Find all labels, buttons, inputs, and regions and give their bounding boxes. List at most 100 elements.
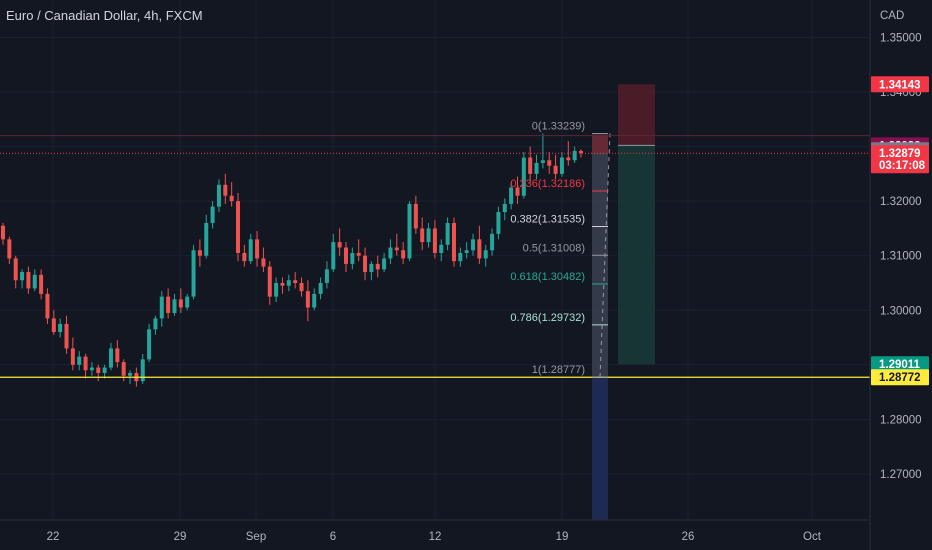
candle [1, 222, 5, 245]
candle [439, 239, 444, 262]
candle [159, 291, 164, 327]
candle [13, 255, 18, 289]
candle-body [115, 348, 120, 363]
candle [305, 280, 310, 322]
time-tick-label: 19 [556, 531, 569, 543]
candle-body [45, 293, 50, 319]
candle-body [305, 291, 310, 308]
candle-body [166, 296, 171, 313]
candle-body [534, 162, 539, 174]
candle [369, 261, 374, 281]
candle-body [242, 252, 247, 262]
horizontal-lines [0, 135, 870, 378]
candle [432, 220, 437, 259]
candle [413, 195, 418, 234]
current-price-badge-countdown: 03:17:08 [879, 160, 926, 172]
candle [267, 261, 272, 305]
candle [547, 152, 552, 174]
candle [521, 152, 526, 199]
candle-body [369, 263, 374, 273]
candle [343, 242, 348, 273]
candle-body [445, 222, 450, 245]
candle-body [248, 239, 253, 262]
price-tick-label: 1.31000 [880, 251, 922, 263]
candle [382, 252, 387, 273]
candle [261, 247, 266, 273]
candle [553, 154, 558, 180]
candle [70, 337, 75, 371]
candle-body [299, 282, 304, 292]
candle-body [401, 250, 406, 259]
candle [51, 310, 56, 335]
candle [337, 228, 342, 256]
candle [312, 288, 317, 311]
candle-body [172, 299, 177, 313]
candle [483, 244, 488, 267]
candle [375, 255, 380, 278]
candle-body [388, 247, 393, 259]
candle [388, 239, 393, 264]
candle-body [394, 247, 399, 251]
candle [420, 217, 425, 251]
candle-body [318, 282, 323, 294]
candle-body [426, 228, 431, 243]
candle-body [223, 184, 228, 196]
candle [229, 182, 234, 207]
candle-body [236, 201, 241, 253]
candle-body [1, 225, 5, 240]
candle [26, 266, 31, 294]
candle [64, 315, 69, 354]
candle [185, 293, 190, 311]
candle-body [559, 157, 564, 174]
candle [293, 272, 298, 289]
candle [83, 353, 88, 379]
support-price-badge: 1.28772 [879, 372, 921, 384]
candle [178, 288, 183, 313]
candle-body [70, 348, 75, 365]
candle [559, 152, 564, 177]
candle-body [451, 222, 456, 262]
candle-body [267, 266, 272, 297]
candle-body [121, 362, 126, 376]
candle [566, 141, 571, 166]
candle-body [89, 367, 94, 371]
candle-body [471, 239, 476, 251]
candle-body [331, 242, 336, 270]
price-tick-label: 1.28000 [880, 414, 922, 426]
price-tick-label: 1.35000 [880, 33, 922, 45]
candle-body [255, 239, 260, 259]
price-tick-label: 1.30000 [880, 305, 922, 317]
candle-body [83, 356, 88, 371]
candle [32, 269, 37, 292]
candle-body [553, 165, 558, 174]
fib-level-label: 0.236(1.32186) [510, 178, 585, 190]
candle [166, 288, 171, 319]
candle [356, 239, 361, 262]
candle-body [128, 372, 133, 376]
candle-body [337, 242, 342, 248]
long-position-target-zone [618, 84, 655, 146]
candle-body [483, 250, 488, 259]
fib-retracement[interactable]: 0(1.33239) 0.236(1.32186) 0.382(1.31535) 0.… [510, 121, 608, 378]
candle [77, 351, 82, 371]
time-tick-label: Sep [246, 531, 266, 543]
projection-bottom-zone [592, 376, 608, 520]
candle-body [490, 233, 495, 251]
candle-body [579, 150, 583, 154]
candle-body [108, 348, 113, 368]
candle [96, 364, 101, 382]
candle-body [102, 367, 107, 373]
candle [242, 244, 247, 267]
candle [191, 244, 196, 300]
candle-body [58, 323, 63, 333]
candle-body [96, 367, 101, 373]
stop-price-badge: 1.29011 [879, 359, 921, 371]
candle [255, 231, 260, 267]
candle-body [413, 203, 418, 229]
candle [331, 233, 336, 273]
candle-body [51, 318, 56, 333]
candle [579, 149, 583, 158]
candle-body [528, 157, 533, 174]
candlestick-series[interactable] [1, 133, 583, 387]
